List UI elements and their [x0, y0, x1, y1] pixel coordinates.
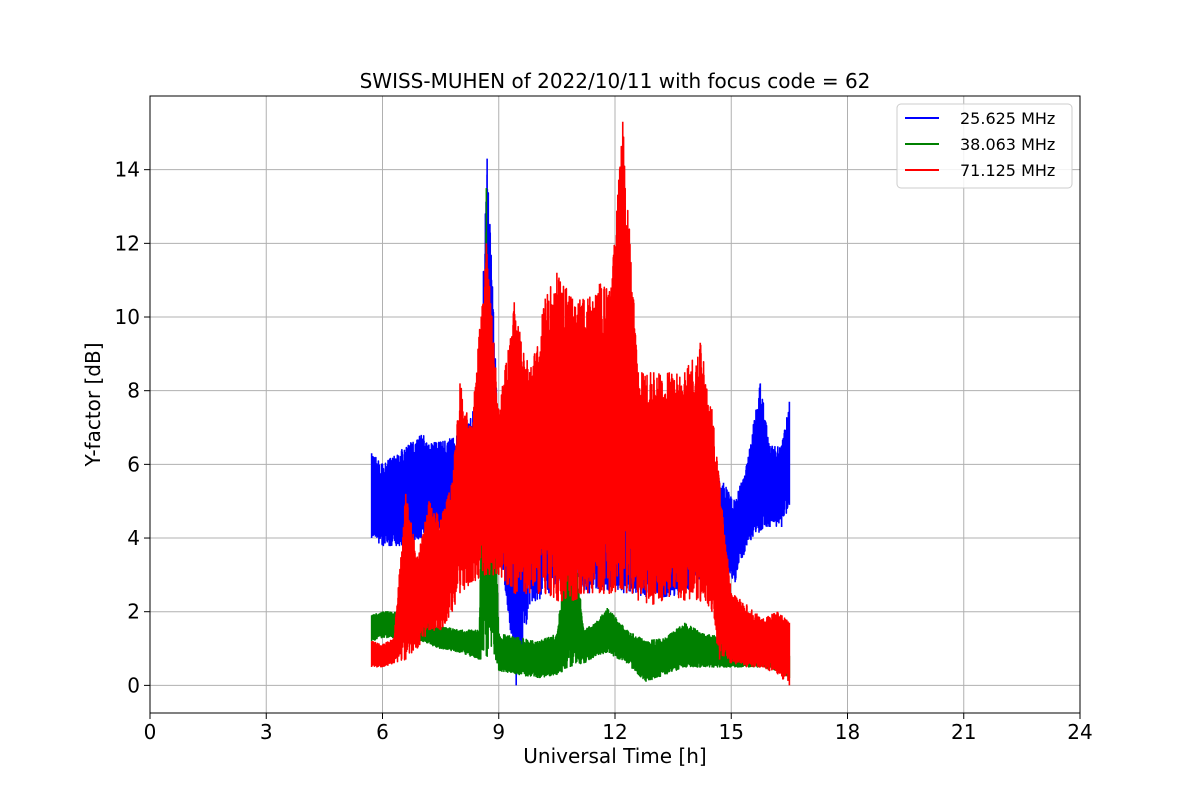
y-tick-label: 12 — [115, 231, 140, 255]
legend: 25.625 MHz 38.063 MHz 71.125 MHz — [896, 103, 1073, 189]
series-line-3 — [370, 121, 791, 686]
y-tick-label: 14 — [115, 158, 140, 182]
y-tick-label: 10 — [115, 305, 140, 329]
y-tick-label: 8 — [127, 379, 140, 403]
x-tick-label: 0 — [144, 720, 157, 744]
legend-label-1: 25.625 MHz — [960, 109, 1055, 128]
x-tick-label: 24 — [1067, 720, 1092, 744]
x-tick-label: 6 — [376, 720, 389, 744]
x-tick-label: 18 — [835, 720, 860, 744]
x-tick-label: 21 — [951, 720, 976, 744]
y-tick-label: 2 — [127, 600, 140, 624]
y-tick-label: 4 — [127, 526, 140, 550]
x-tick-label: 12 — [602, 720, 627, 744]
legend-label-3: 71.125 MHz — [960, 161, 1055, 180]
chart-title: SWISS-MUHEN of 2022/10/11 with focus cod… — [360, 69, 871, 93]
legend-box — [896, 103, 1073, 189]
x-tick-label: 15 — [719, 720, 744, 744]
x-tick-label: 9 — [492, 720, 505, 744]
x-tick-label: 3 — [260, 720, 273, 744]
y-tick-label: 0 — [127, 673, 140, 697]
y-tick-label: 6 — [127, 452, 140, 476]
series-layer — [370, 121, 791, 686]
x-axis-label: Universal Time [h] — [523, 744, 706, 768]
legend-label-2: 38.063 MHz — [960, 135, 1055, 154]
y-axis-label: Y-factor [dB] — [81, 342, 105, 467]
